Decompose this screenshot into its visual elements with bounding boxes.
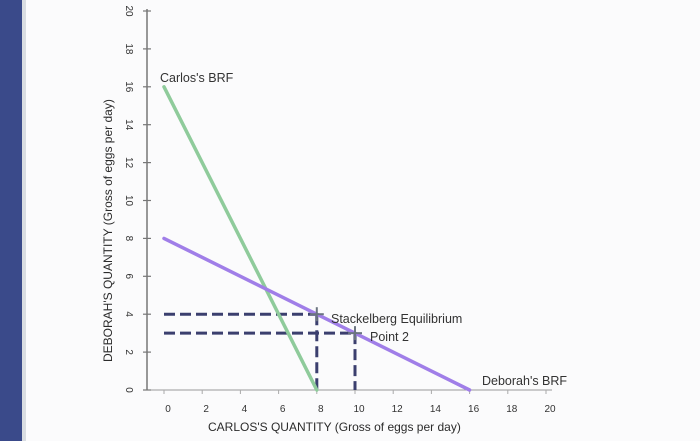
carlos-brf-line	[162, 85, 319, 392]
y-tick-labels: 0 2 4 6 8 10 12 14 16 18 20	[123, 5, 134, 393]
x-tick-label: 10	[353, 404, 365, 415]
x-tick-label: 8	[318, 404, 324, 415]
x-tick-label: 4	[242, 404, 248, 415]
x-tick-label: 18	[506, 404, 518, 415]
x-tick-label: 2	[203, 404, 209, 415]
x-tick-label: 0	[165, 404, 171, 415]
axes	[146, 9, 552, 391]
y-tick-label: 4	[123, 311, 134, 317]
y-tick-label: 14	[123, 119, 134, 131]
y-tick-label: 8	[123, 236, 134, 242]
y-axis-title: DEBORAH'S QUANTITY (Gross of eggs per da…	[101, 99, 115, 362]
y-tick-label: 12	[123, 157, 134, 169]
carlos-brf-label: Carlos's BRF	[160, 71, 234, 85]
plot-area	[26, 0, 700, 441]
stackelberg-label: Stackelberg Equilibrium	[331, 312, 462, 326]
x-tick-label: 14	[430, 404, 442, 415]
tick-marks	[143, 10, 547, 394]
x-tick-label: 20	[544, 404, 556, 415]
x-axis-title: CARLOS'S QUANTITY (Gross of eggs per day…	[208, 420, 461, 434]
left-edge-strip	[0, 0, 22, 441]
y-tick-label: 0	[123, 387, 134, 393]
x-tick-label: 12	[392, 404, 404, 415]
y-tick-label: 20	[123, 5, 134, 17]
y-tick-label: 2	[123, 349, 134, 355]
deborah-brf-label: Deborah's BRF	[482, 374, 567, 388]
y-tick-label: 16	[123, 81, 134, 93]
x-tick-label: 16	[468, 404, 480, 415]
annotation-markers	[309, 307, 362, 341]
x-tick-labels: 0 2 4 6 8 10 12 14 16 18 20	[165, 404, 556, 415]
x-tick-label: 6	[280, 404, 286, 415]
dashed-guides	[164, 312, 357, 390]
point2-label: Point 2	[370, 330, 409, 344]
y-tick-label: 6	[123, 274, 134, 280]
y-tick-label: 18	[123, 43, 134, 55]
y-tick-label: 10	[123, 195, 134, 207]
